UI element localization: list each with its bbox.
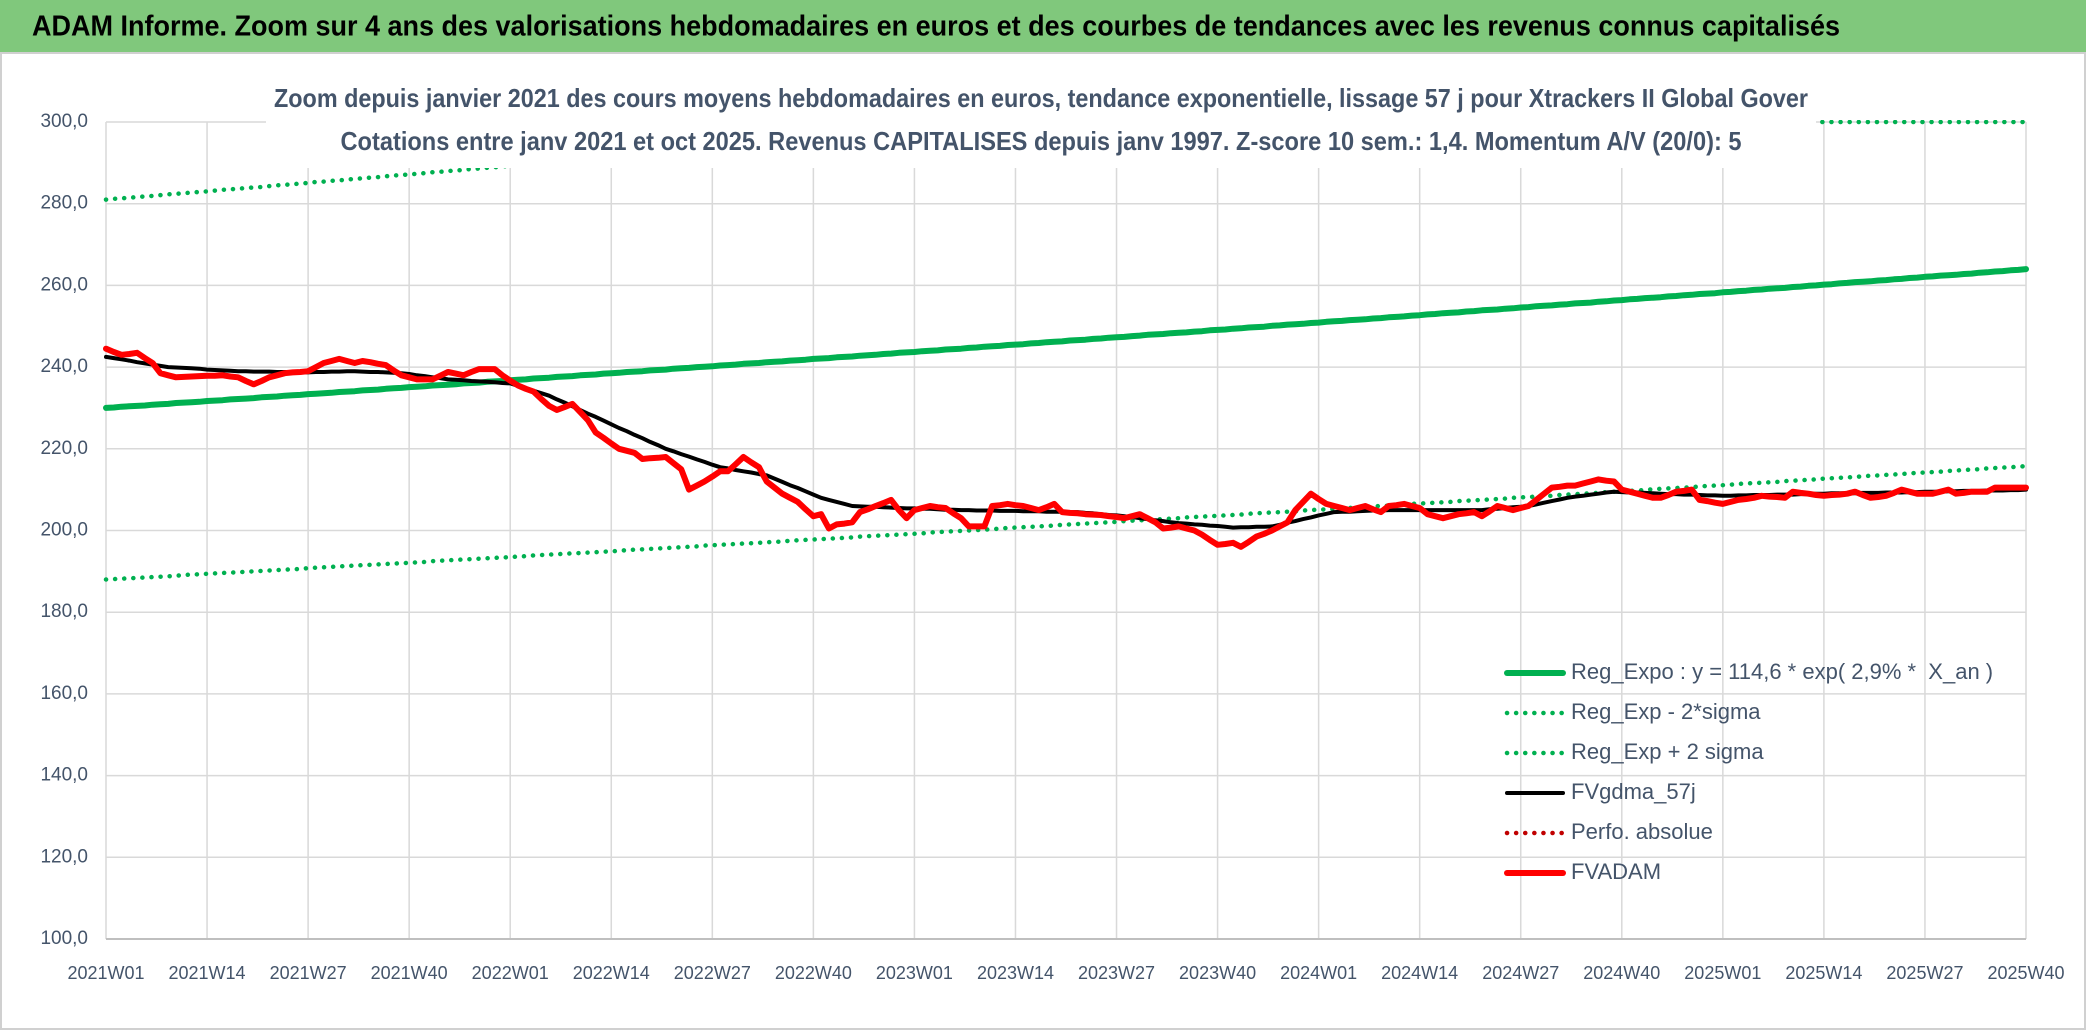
- x-tick-label: 2024W01: [1280, 963, 1357, 983]
- x-tick-label: 2025W01: [1684, 963, 1761, 983]
- legend-label: Perfo. absolue: [1571, 819, 1713, 844]
- x-tick-label: 2024W14: [1381, 963, 1458, 983]
- chart-subtitle: Cotations entre janv 2021 et oct 2025. R…: [341, 126, 1742, 156]
- x-tick-label: 2023W40: [1179, 963, 1256, 983]
- x-tick-label: 2021W27: [270, 963, 347, 983]
- x-tick-label: 2024W27: [1482, 963, 1559, 983]
- legend: Reg_Expo : y = 114,6 * exp( 2,9% * X_an …: [1504, 659, 1993, 884]
- x-tick-label: 2025W14: [1785, 963, 1862, 983]
- legend-label: Reg_Exp - 2*sigma: [1571, 699, 1761, 724]
- grid: 100,0 120,0 140,0 160,0 180,0 200,0 220,0 240,0…: [40, 111, 2064, 983]
- x-tick-label: 2023W01: [876, 963, 953, 983]
- x-tick-label: 2021W14: [169, 963, 246, 983]
- y-tick-label: 260,0: [40, 274, 88, 295]
- y-tick-label: 240,0: [40, 356, 88, 377]
- y-tick-label: 120,0: [40, 846, 88, 867]
- x-tick-label: 2022W14: [573, 963, 650, 983]
- title-box: [266, 80, 1816, 168]
- y-tick-label: 180,0: [40, 601, 88, 622]
- y-tick-label: 200,0: [40, 520, 88, 541]
- y-tick-label: 280,0: [40, 193, 88, 214]
- legend-label: FVADAM: [1571, 859, 1661, 884]
- y-tick-label: 220,0: [40, 438, 88, 459]
- chart-frame: [0, 52, 2086, 1030]
- y-tick-label: 300,0: [40, 111, 88, 132]
- line-series: [103, 345, 2029, 550]
- legend-label: FVgdma_57j: [1571, 779, 1696, 804]
- header-bar: [0, 0, 2086, 53]
- x-tick-label: 2021W01: [67, 963, 144, 983]
- chart-subtitle: Zoom depuis janvier 2021 des cours moyen…: [274, 83, 1808, 113]
- x-tick-label: 2023W27: [1078, 963, 1155, 983]
- x-tick-label: 2022W27: [674, 963, 751, 983]
- x-tick-label: 2024W40: [1583, 963, 1660, 983]
- legend-label: Reg_Exp + 2 sigma: [1571, 739, 1764, 764]
- legend-label: Reg_Expo : y = 114,6 * exp( 2,9% * X_an …: [1571, 659, 1993, 684]
- x-tick-label: 2025W40: [1987, 963, 2064, 983]
- page-title: ADAM Informe. Zoom sur 4 ans des valoris…: [32, 11, 1840, 43]
- x-tick-label: 2025W27: [1886, 963, 1963, 983]
- y-tick-label: 160,0: [40, 683, 88, 704]
- y-tick-label: 140,0: [40, 765, 88, 786]
- line-series: [103, 266, 2029, 411]
- x-tick-label: 2022W01: [472, 963, 549, 983]
- line-series: [103, 463, 2029, 582]
- x-tick-label: 2023W14: [977, 963, 1054, 983]
- y-tick-label: 100,0: [40, 928, 88, 949]
- x-tick-label: 2021W40: [371, 963, 448, 983]
- x-tick-label: 2022W40: [775, 963, 852, 983]
